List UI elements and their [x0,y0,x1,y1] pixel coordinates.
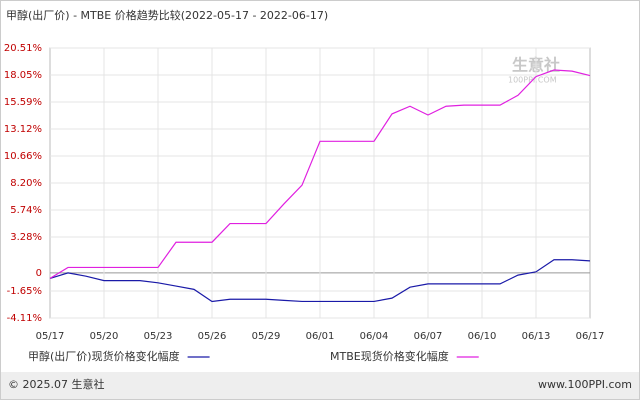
x-tick-label: 05/23 [144,331,173,342]
x-tick-label: 06/17 [576,331,605,342]
x-tick-label: 06/13 [522,331,551,342]
y-tick-label: -1.65% [7,286,42,297]
footer-bar [1,372,639,399]
chart-title: 甲醇(出厂价) - MTBE 价格趋势比较(2022-05-17 - 2022-… [6,8,328,22]
x-tick-label: 06/10 [468,331,497,342]
x-tick-label: 05/17 [36,331,65,342]
footer-left: © 2025.07 生意社 [8,377,104,391]
x-tick-label: 06/07 [414,331,443,342]
series-line [49,69,591,279]
y-tick-label: 8.20% [10,178,42,189]
y-tick-label: 3.28% [10,232,42,243]
x-tick-label: 06/04 [360,331,389,342]
x-tick-label: 06/01 [306,331,335,342]
y-tick-label: 13.12% [4,124,42,135]
y-tick-label: 18.05% [4,70,42,81]
footer-right: www.100PPI.com [538,378,632,391]
y-tick-label: -4.11% [7,313,42,324]
y-tick-label: 20.51% [4,43,42,54]
y-tick-label: 10.66% [4,151,42,162]
y-tick-label: 5.74% [10,205,42,216]
x-tick-label: 05/29 [252,331,281,342]
y-tick-label: 0 [36,268,42,279]
x-tick-label: 05/20 [90,331,119,342]
legend-label: MTBE现货价格变化幅度 [330,349,449,363]
x-tick-label: 05/26 [198,331,227,342]
series-line [49,259,591,303]
legend-label: 甲醇(出厂价)现货价格变化幅度 [28,349,180,363]
y-tick-label: 15.59% [4,97,42,108]
